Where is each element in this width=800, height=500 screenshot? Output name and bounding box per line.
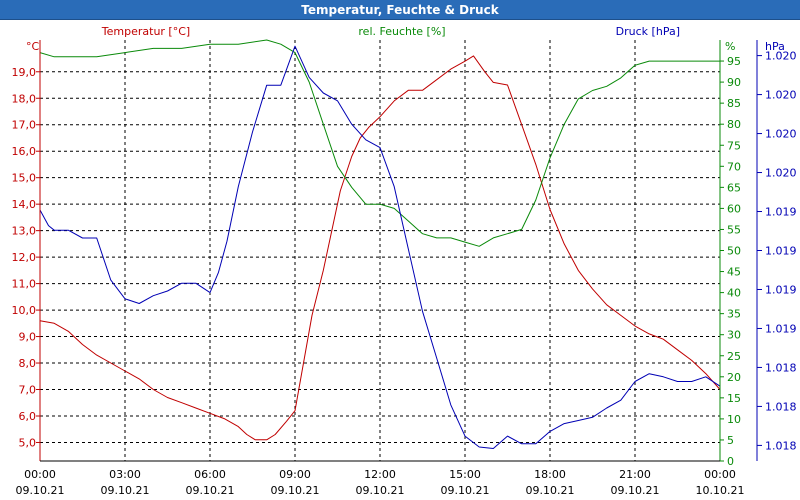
humidity-unit: % [725, 40, 735, 53]
x-tick-time: 00:00 [24, 468, 56, 481]
temperature-tick-label: 11,0 [12, 278, 37, 291]
x-tick-time: 03:00 [109, 468, 141, 481]
humidity-tick-label: 30 [727, 329, 741, 342]
pressure-tick-label: 1.019 [765, 283, 797, 296]
x-tick-date: 09.10.21 [101, 484, 150, 497]
humidity-tick-label: 0 [727, 455, 734, 468]
pressure-tick-label: 1.020 [765, 89, 797, 102]
pressure-tick-label: 1.018 [765, 361, 797, 374]
window-title: Temperatur, Feuchte & Druck [0, 0, 800, 20]
chart-svg: 00:00 09.10.21 03:00 09.10.21 06:00 09.10.21 0… [12, 25, 797, 497]
x-tick-time: 06:00 [194, 468, 226, 481]
humidity-tick-label: 70 [727, 160, 741, 173]
x-tick-time: 15:00 [449, 468, 481, 481]
x-tick-time: 09:00 [279, 468, 311, 481]
x-tick-date: 09.10.21 [186, 484, 235, 497]
humidity-tick-label: 75 [727, 139, 741, 152]
humidity-tick-label: 40 [727, 287, 741, 300]
temperature-tick-label: 14,0 [12, 198, 37, 211]
humidity-tick-label: 15 [727, 392, 741, 405]
temperature-tick-label: 6,0 [19, 410, 37, 423]
x-tick-date: 09.10.21 [16, 484, 65, 497]
pressure-tick-label: 1.018 [765, 439, 797, 452]
chart-area: 00:00 09.10.21 03:00 09.10.21 06:00 09.10.21 0… [0, 20, 800, 500]
temperature-axis-label: Temperatur [°C] [101, 25, 190, 38]
humidity-tick-label: 20 [727, 371, 741, 384]
humidity-tick-label: 85 [727, 97, 741, 110]
x-tick-date: 10.10.21 [696, 484, 745, 497]
temperature-tick-label: 15,0 [12, 172, 37, 185]
axes: 00:00 09.10.21 03:00 09.10.21 06:00 09.10.21 0… [12, 40, 797, 497]
x-tick-date: 09.10.21 [611, 484, 660, 497]
temperature-tick-label: 19,0 [12, 66, 37, 79]
humidity-tick-label: 35 [727, 308, 741, 321]
pressure-tick-label: 1.020 [765, 128, 797, 141]
pressure-tick-label: 1.020 [765, 167, 797, 180]
temperature-tick-label: 12,0 [12, 251, 37, 264]
x-tick-date: 09.10.21 [271, 484, 320, 497]
pressure-line [39, 45, 721, 449]
humidity-tick-label: 10 [727, 413, 741, 426]
humidity-tick-label: 5 [727, 434, 734, 447]
x-tick-time: 12:00 [364, 468, 396, 481]
x-tick-date: 09.10.21 [526, 484, 575, 497]
humidity-tick-label: 80 [727, 118, 741, 131]
pressure-unit: hPa [765, 40, 785, 53]
temperature-tick-label: 7,0 [19, 384, 37, 397]
x-tick-date: 09.10.21 [356, 484, 405, 497]
pressure-tick-label: 1.019 [765, 206, 797, 219]
pressure-tick-label: 1.019 [765, 245, 797, 258]
grid [40, 40, 720, 461]
series-layer [39, 39, 721, 449]
x-tick-date: 09.10.21 [441, 484, 490, 497]
humidity-axis-label: rel. Feuchte [%] [358, 25, 445, 38]
temperature-tick-label: 10,0 [12, 304, 37, 317]
humidity-tick-label: 50 [727, 245, 741, 258]
pressure-tick-label: 1.018 [765, 400, 797, 413]
humidity-tick-label: 25 [727, 350, 741, 363]
humidity-tick-label: 60 [727, 202, 741, 215]
temperature-tick-label: 13,0 [12, 225, 37, 238]
humidity-tick-label: 65 [727, 181, 741, 194]
x-tick-time: 00:00 [704, 468, 736, 481]
humidity-tick-label: 55 [727, 223, 741, 236]
pressure-tick-label: 1.020 [765, 50, 797, 63]
humidity-line [39, 39, 720, 247]
humidity-tick-label: 95 [727, 55, 741, 68]
temperature-tick-label: 8,0 [19, 357, 37, 370]
pressure-tick-label: 1.019 [765, 322, 797, 335]
temperature-tick-label: 16,0 [12, 145, 37, 158]
temperature-tick-label: 9,0 [19, 331, 37, 344]
humidity-tick-label: 90 [727, 76, 741, 89]
x-tick-time: 18:00 [534, 468, 566, 481]
humidity-tick-label: 45 [727, 266, 741, 279]
temperature-tick-label: 17,0 [12, 119, 37, 132]
temperature-tick-label: 18,0 [12, 92, 37, 105]
pressure-axis-label: Druck [hPa] [616, 25, 680, 38]
x-tick-time: 21:00 [619, 468, 651, 481]
temperature-tick-label: 5,0 [19, 436, 37, 449]
temperature-line [39, 55, 721, 441]
temperature-unit: °C [26, 40, 40, 53]
